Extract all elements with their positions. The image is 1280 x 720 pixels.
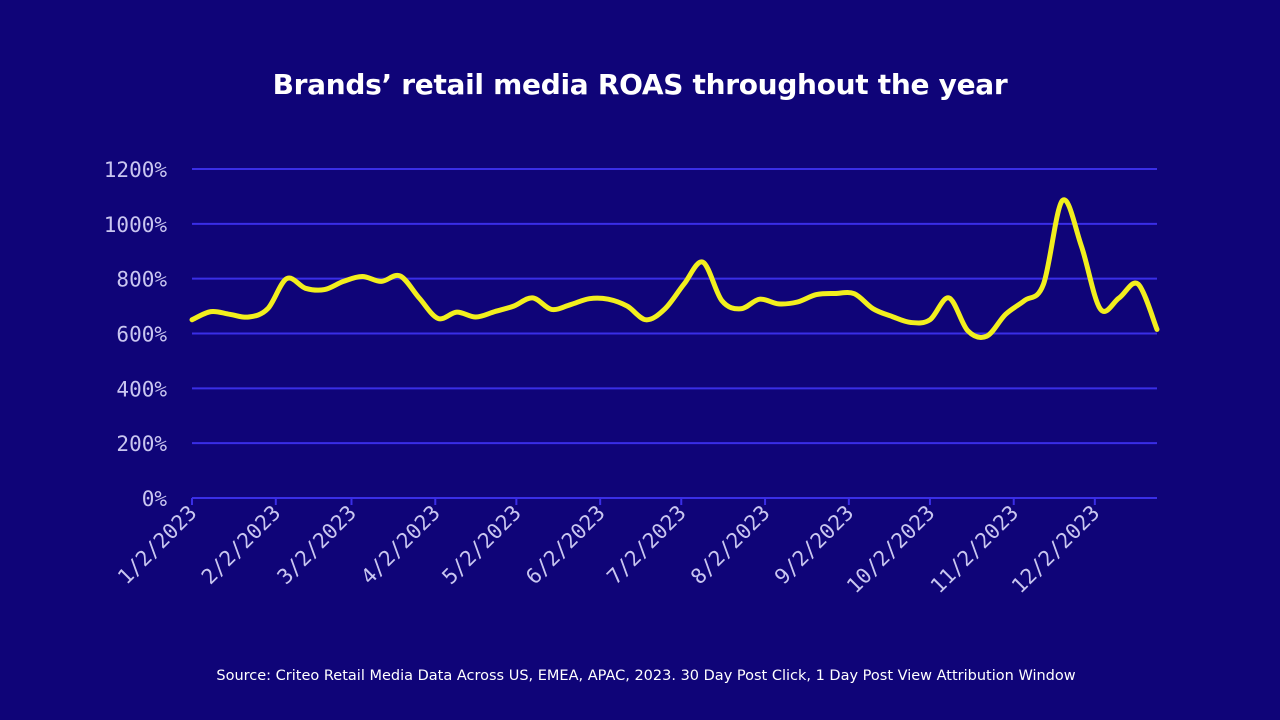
y-tick-label: 400%	[116, 377, 167, 401]
x-tick-label: 10/2/2023	[842, 501, 939, 598]
y-tick-label: 1200%	[104, 158, 168, 182]
x-tick-label: 7/2/2023	[602, 501, 690, 589]
y-tick-label: 200%	[116, 432, 167, 456]
source-note: Source: Criteo Retail Media Data Across …	[216, 668, 1076, 684]
x-tick-label: 8/2/2023	[686, 501, 774, 589]
series-line	[189, 197, 1160, 340]
y-tick-label: 600%	[116, 323, 167, 347]
series-group	[189, 197, 1160, 340]
y-tick-label: 800%	[116, 268, 167, 292]
x-tick-label: 5/2/2023	[437, 501, 525, 589]
y-tick-label: 1000%	[104, 213, 168, 237]
chart-title: Brands’ retail media ROAS throughout the…	[272, 68, 1008, 101]
x-tick-label: 3/2/2023	[273, 501, 361, 589]
x-axis: 1/2/20232/2/20233/2/20234/2/20235/2/2023…	[113, 497, 1157, 598]
x-tick-label: 4/2/2023	[356, 501, 444, 589]
x-tick-label: 2/2/2023	[197, 501, 285, 589]
x-tick-label: 6/2/2023	[521, 501, 609, 589]
y-axis-ticks: 0% 200% 400% 600% 800% 1000% 1200%	[104, 158, 168, 511]
x-tick-label: 1/2/2023	[113, 501, 201, 589]
x-tick-label: 12/2/2023	[1007, 501, 1104, 598]
x-tick-label: 9/2/2023	[770, 501, 858, 589]
y-tick-label: 0%	[142, 487, 168, 511]
